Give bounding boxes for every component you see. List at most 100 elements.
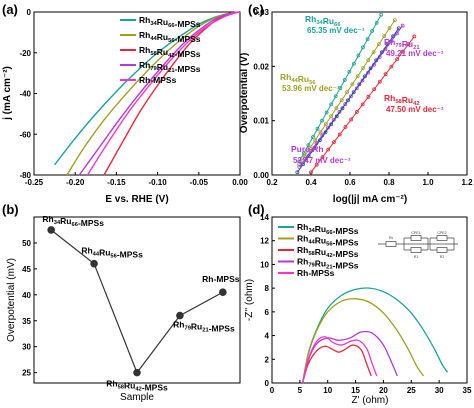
panel-c-xtick-label: 1.2 bbox=[461, 178, 473, 187]
panel-b-point bbox=[90, 259, 98, 268]
circuit-label: R2 bbox=[440, 255, 445, 259]
panel-c-point bbox=[339, 98, 344, 103]
panel-d-xtick-label: 15 bbox=[351, 386, 360, 395]
panel-a-ylabel: j (mA cm⁻²) bbox=[2, 66, 13, 121]
panel-c-point bbox=[313, 138, 318, 143]
panel-b-label: (b) bbox=[2, 202, 19, 217]
panel-a-series-line bbox=[86, 11, 241, 176]
panel-d-xtick-label: 30 bbox=[435, 386, 444, 395]
panel-d-label: (d) bbox=[248, 202, 265, 217]
panel-c-ytick-label: 0.00 bbox=[253, 171, 269, 180]
panel-c-point bbox=[334, 106, 339, 111]
panel-c-point bbox=[395, 57, 400, 61]
panel-c-point bbox=[333, 94, 338, 99]
panel-d-ytick-label: 0 bbox=[265, 379, 270, 388]
panel-c-point bbox=[347, 69, 352, 74]
panel-c-point bbox=[392, 18, 397, 23]
panel-c-annotation-name: Rh79Ru21 bbox=[384, 37, 420, 51]
panel-c-point bbox=[360, 102, 365, 107]
panel-d-xtick-label: 5 bbox=[298, 386, 303, 395]
panel-c-point bbox=[351, 90, 356, 95]
panel-d-legend: Rh34Ru66-MPSsRh44Ru56-MPSsRh58Ru42-MPSsR… bbox=[278, 222, 359, 278]
panel-d-series bbox=[302, 287, 449, 384]
panel-d-xtick-label: 25 bbox=[407, 386, 416, 395]
panel-c-point bbox=[400, 23, 405, 28]
panel-c-annotation-value: 52.47 mV dec⁻¹ bbox=[293, 156, 351, 165]
panel-b-ticks: 25 30 35 40 45 50 bbox=[22, 239, 37, 378]
panel-d-ytick-label: 12 bbox=[260, 237, 269, 246]
circuit-label: CPE1 bbox=[411, 231, 420, 235]
panel-a-series-line bbox=[66, 11, 241, 176]
panel-c-point bbox=[379, 12, 384, 17]
panel-a-xlabel: E vs. RHE (V) bbox=[105, 194, 168, 205]
panel-a-xtick-label: -0.20 bbox=[66, 178, 85, 187]
panel-b-ylabel: Overpotential (mV) bbox=[6, 258, 17, 342]
panel-d-ytick-label: 6 bbox=[265, 308, 270, 317]
panel-c-point bbox=[337, 132, 342, 137]
panel-b-ytick-label: 40 bbox=[22, 291, 31, 300]
panel-c-point bbox=[306, 143, 311, 148]
circuit-label: Rs bbox=[389, 236, 394, 240]
panel-a-xtick-label: -0.10 bbox=[148, 178, 167, 187]
panel-b-frame bbox=[33, 216, 241, 384]
circuit-cpe-element bbox=[410, 235, 422, 241]
panel-c-point bbox=[361, 66, 365, 71]
panel-c-point bbox=[295, 170, 300, 175]
panel-b-ytick-label: 50 bbox=[22, 239, 31, 248]
panel-c-point bbox=[320, 118, 324, 123]
panel-a-ytick-label: -60 bbox=[19, 130, 31, 139]
panel-c-point bbox=[346, 98, 350, 103]
panel-c-point bbox=[351, 61, 356, 66]
panel-c-point bbox=[387, 26, 392, 31]
panel-c-point bbox=[324, 110, 329, 115]
panel-c-annotation-value: 47.50 mV dec⁻¹ bbox=[386, 105, 444, 114]
panel-c-point bbox=[355, 110, 359, 114]
panel-c-point bbox=[365, 37, 370, 42]
panel-c-point bbox=[309, 170, 313, 175]
panel-c-point bbox=[374, 58, 379, 63]
panel-b-ytick-label: 25 bbox=[22, 369, 31, 378]
circuit-cpe-element bbox=[436, 235, 448, 241]
panel-c-xlabel: log(|j| mA cm⁻²) bbox=[333, 194, 407, 205]
panel-c-point bbox=[314, 162, 319, 167]
panel-b-ytick-label: 35 bbox=[22, 317, 31, 326]
panel-c-point bbox=[317, 138, 322, 143]
panel-c-point bbox=[337, 110, 342, 114]
panel-b-point bbox=[219, 288, 227, 297]
panel-b-point-label: Rh34Ru66-MPSs bbox=[42, 214, 104, 228]
panel-c-point bbox=[382, 34, 387, 39]
panel-d-ytick-label: 4 bbox=[265, 332, 270, 341]
panel-c-point bbox=[312, 146, 317, 151]
panel-a-xtick-label: -0.05 bbox=[190, 178, 209, 187]
panel-d-ytick-label: 2 bbox=[265, 355, 270, 364]
panel-a-ytick-label: -80 bbox=[19, 171, 31, 180]
panel-c-point bbox=[357, 82, 362, 87]
panel-c-point bbox=[318, 130, 323, 135]
panel-c-point bbox=[370, 29, 375, 33]
panel-d-legend-label: Rh44Ru56-MPSs bbox=[297, 234, 359, 248]
circuit-label: CPE2 bbox=[437, 231, 446, 235]
panel-a-series-line bbox=[103, 11, 241, 176]
panel-c-ylabel: Overpotential (V) bbox=[239, 53, 250, 134]
panel-c-chart: (c) 0.2 0.4 0.6 0.8 1.0 1.2 0.00 0.01 0.02 0.03 R… bbox=[239, 2, 473, 205]
panel-c-point bbox=[363, 74, 367, 79]
panel-d-ticks: 0 5 10 15 20 25 30 35 0 2 4 6 8 10 12 14 bbox=[260, 213, 472, 395]
panel-c-xtick-label: 0.4 bbox=[305, 178, 317, 187]
panel-c-point bbox=[377, 79, 382, 84]
circuit-resistor-element bbox=[436, 247, 448, 253]
panel-a-ytick-label: -20 bbox=[19, 49, 31, 58]
panel-c-point bbox=[385, 42, 390, 47]
panel-c-xtick-label: 0.8 bbox=[383, 178, 395, 187]
circuit-label: R1 bbox=[414, 255, 419, 259]
panel-d-xlabel: Z' (ohm) bbox=[352, 395, 389, 406]
panel-c-point bbox=[366, 58, 371, 63]
panel-c-point bbox=[306, 154, 311, 159]
panel-a-legend-label: Rh-MPSs bbox=[139, 75, 177, 85]
panel-d-series-line bbox=[302, 298, 425, 384]
panel-b-ytick-label: 30 bbox=[22, 343, 31, 352]
panel-d-series-line bbox=[302, 344, 372, 384]
panel-a-ytick-label: -40 bbox=[19, 90, 31, 99]
panel-a-ticks: -0.25 -0.20 -0.15 -0.10 -0.05 0.00 -80 -60 -40 -2… bbox=[19, 8, 248, 187]
panel-a-ytick-label: 0 bbox=[27, 8, 32, 17]
panel-c-fit-line bbox=[298, 14, 382, 162]
